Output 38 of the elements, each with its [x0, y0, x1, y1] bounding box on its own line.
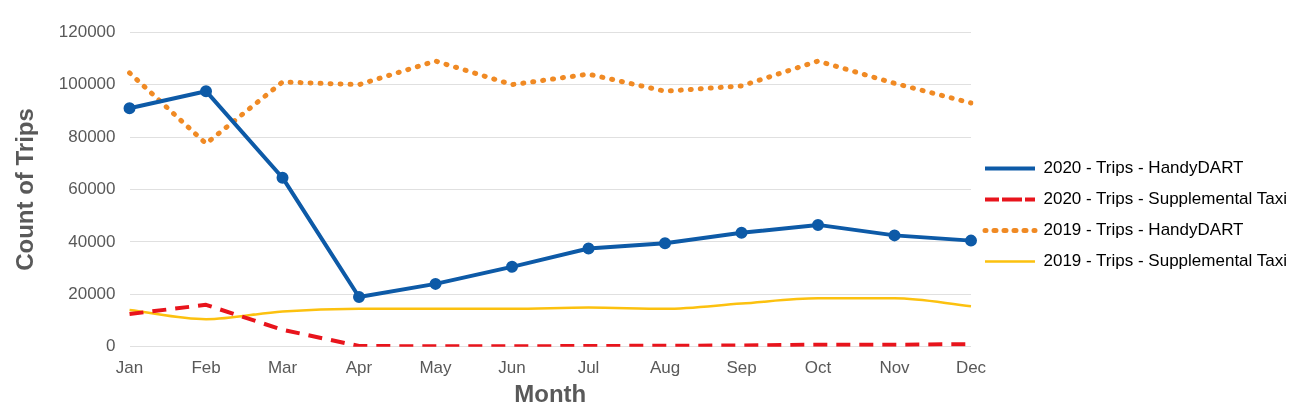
point: [735, 226, 748, 239]
legend-label: 2020 - Trips - HandyDART: [1043, 158, 1244, 178]
point: [353, 290, 366, 303]
legend-label: 2019 - Trips - HandyDART: [1043, 220, 1244, 240]
y-tick-label: 20000: [68, 284, 116, 304]
point: [123, 102, 136, 115]
point: [200, 85, 213, 98]
x-tick-label: Dec: [955, 357, 987, 377]
y-axis-title: Count of Trips: [11, 108, 39, 271]
point: [429, 277, 442, 290]
y-tick-label: 80000: [68, 126, 116, 146]
legend-label: 2019 - Trips - Supplemental Taxi: [1043, 251, 1287, 271]
y-tick-label: 120000: [58, 21, 116, 41]
x-tick-label: Jul: [577, 357, 600, 377]
legend-label: 2020 - Trips - Supplemental Taxi: [1043, 189, 1287, 209]
x-tick-label: Mar: [267, 357, 298, 377]
x-tick-label: Jan: [115, 357, 144, 377]
y-tick-label: 60000: [68, 179, 116, 199]
x-tick-label: Oct: [804, 357, 832, 377]
y-tick-label: 0: [106, 336, 116, 356]
x-tick-label: Sep: [726, 357, 757, 377]
x-tick-label: Feb: [191, 357, 221, 377]
point: [965, 234, 977, 247]
point: [888, 229, 901, 242]
point: [659, 237, 672, 250]
point: [582, 242, 595, 255]
point: [276, 171, 289, 184]
x-tick-label: Nov: [879, 357, 911, 377]
x-tick-label: Aug: [649, 357, 681, 377]
y-tick-label: 40000: [68, 231, 116, 251]
x-tick-label: Jun: [498, 357, 526, 377]
x-tick-label: Apr: [345, 357, 373, 377]
line-series: [128, 297, 973, 321]
x-tick-label: May: [419, 357, 453, 377]
point: [506, 260, 519, 273]
y-tick-label: 100000: [58, 74, 116, 94]
point: [812, 218, 825, 231]
x-axis-title: Month: [514, 380, 587, 408]
